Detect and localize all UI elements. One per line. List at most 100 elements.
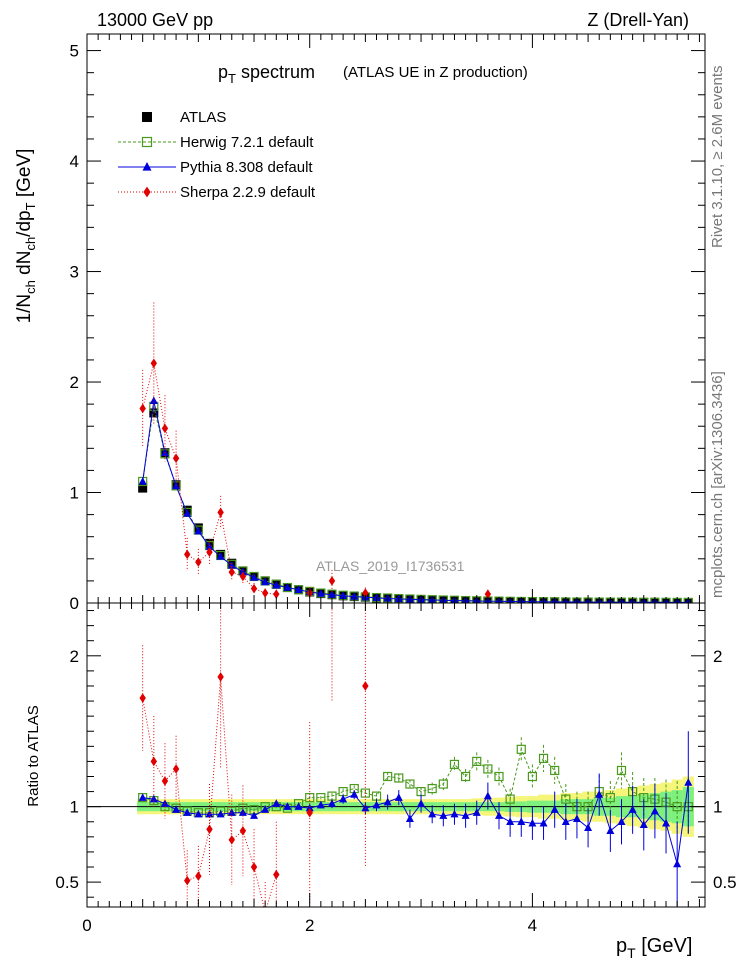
point-pythia [327, 590, 336, 598]
plot-area [87, 603, 705, 907]
series-pythia [138, 396, 691, 603]
point-pythia [439, 811, 448, 819]
point-pythia [183, 808, 192, 816]
legend-item-sherpa: Sherpa 2.2.9 default [118, 184, 316, 201]
x-tick-label: 0 [82, 916, 91, 935]
point-pythia [417, 799, 426, 807]
point-pythia [684, 778, 693, 786]
point-herwig [494, 771, 504, 782]
legend-marker-atlas [142, 112, 152, 122]
main-title-p: p [218, 62, 228, 82]
point-pythia [250, 573, 259, 581]
point-pythia [327, 799, 336, 807]
rivet-label: Rivet 3.1.10, ≥ 2.6M events [709, 66, 726, 249]
point-sherpa [206, 824, 213, 835]
y-tick-label: 1 [70, 484, 79, 503]
point-sherpa [328, 576, 336, 586]
main-title-rest: spectrum [236, 62, 315, 82]
series-pythia [138, 731, 693, 907]
point-pythia [561, 817, 570, 825]
point-sherpa [484, 589, 492, 599]
point-pythia [216, 809, 225, 818]
point-pythia [617, 817, 626, 825]
point-pythia [495, 811, 503, 819]
point-pythia [183, 509, 192, 517]
point-pythia [305, 803, 314, 812]
point-sherpa [250, 862, 258, 872]
point-pythia [394, 793, 403, 801]
ratio-y-tick-label-right: 1 [713, 798, 722, 817]
point-sherpa [161, 423, 169, 434]
point-pythia [584, 823, 593, 831]
point-pythia [428, 809, 437, 818]
legend-item-herwig: Herwig 7.2.1 default [118, 134, 314, 151]
point-pythia [550, 805, 559, 813]
point-herwig [550, 765, 560, 776]
point-sherpa [161, 776, 169, 786]
x-tick-label: 2 [305, 916, 314, 935]
ratio-y-tick-label-right: 2 [713, 647, 722, 666]
x-tick-label: 4 [528, 916, 537, 935]
point-herwig [616, 765, 627, 776]
series-sherpa [139, 603, 369, 907]
point-pythia [250, 811, 259, 819]
point-sherpa [172, 764, 180, 774]
point-pythia [138, 793, 147, 801]
point-pythia [294, 802, 303, 810]
point-pythia [316, 589, 325, 597]
point-pythia [361, 803, 370, 812]
point-sherpa [362, 588, 369, 598]
point-herwig [483, 764, 493, 774]
point-herwig [427, 783, 437, 794]
legend-item-atlas: ATLAS [142, 109, 226, 126]
main-ylabel: 1/Nch dNch/dpT [GeV] [14, 149, 38, 324]
point-pythia [261, 577, 270, 586]
point-sherpa [239, 571, 247, 582]
point-pythia [450, 809, 459, 818]
point-herwig [538, 753, 549, 763]
point-pythia [160, 799, 169, 807]
legend: ATLAS Herwig 7.2.1 default Pythia 8.308 de… [118, 109, 316, 201]
point-pythia [283, 802, 292, 810]
analysis-watermark: ATLAS_2019_I1736531 [316, 558, 465, 574]
point-pythia [483, 791, 492, 800]
point-sherpa [217, 507, 224, 518]
point-herwig [438, 779, 448, 789]
legend-marker-herwig [141, 136, 153, 148]
y-tick-label: 2 [70, 373, 79, 392]
point-sherpa [273, 589, 280, 599]
point-pythia [149, 794, 158, 803]
point-pythia [194, 809, 203, 818]
point-herwig [516, 744, 526, 754]
point-pythia [227, 561, 236, 569]
point-herwig [360, 788, 370, 798]
point-pythia [383, 797, 392, 806]
point-sherpa [206, 547, 213, 557]
point-pythia [316, 800, 325, 809]
point-pythia [261, 805, 270, 813]
point-pythia [572, 814, 581, 822]
ratio-y-tick-label-right: 0.5 [713, 873, 737, 892]
header-left: 13000 GeV pp [97, 10, 213, 30]
point-herwig [449, 759, 460, 770]
legend-item-pythia: Pythia 8.308 default [118, 159, 313, 176]
legend-label-herwig: Herwig 7.2.1 default [180, 134, 314, 151]
point-sherpa [172, 453, 180, 464]
point-sherpa [139, 693, 146, 703]
point-pythia [405, 814, 414, 822]
ratio-ylabel: Ratio to ATLAS [25, 705, 42, 806]
main-title-sub: T [228, 71, 236, 86]
point-pythia [294, 585, 303, 593]
point-pythia [339, 794, 348, 803]
main-plot: 0 1 2 3 4 5 [70, 33, 706, 613]
point-atlas [138, 483, 148, 493]
main-title-note: (ATLAS UE in Z production) [343, 64, 528, 81]
point-herwig [472, 756, 482, 767]
point-sherpa [139, 403, 146, 414]
point-pythia [272, 799, 281, 807]
point-pythia [472, 808, 481, 816]
y-tick-label: 5 [70, 42, 79, 61]
point-sherpa [306, 807, 313, 818]
point-pythia [350, 790, 359, 798]
